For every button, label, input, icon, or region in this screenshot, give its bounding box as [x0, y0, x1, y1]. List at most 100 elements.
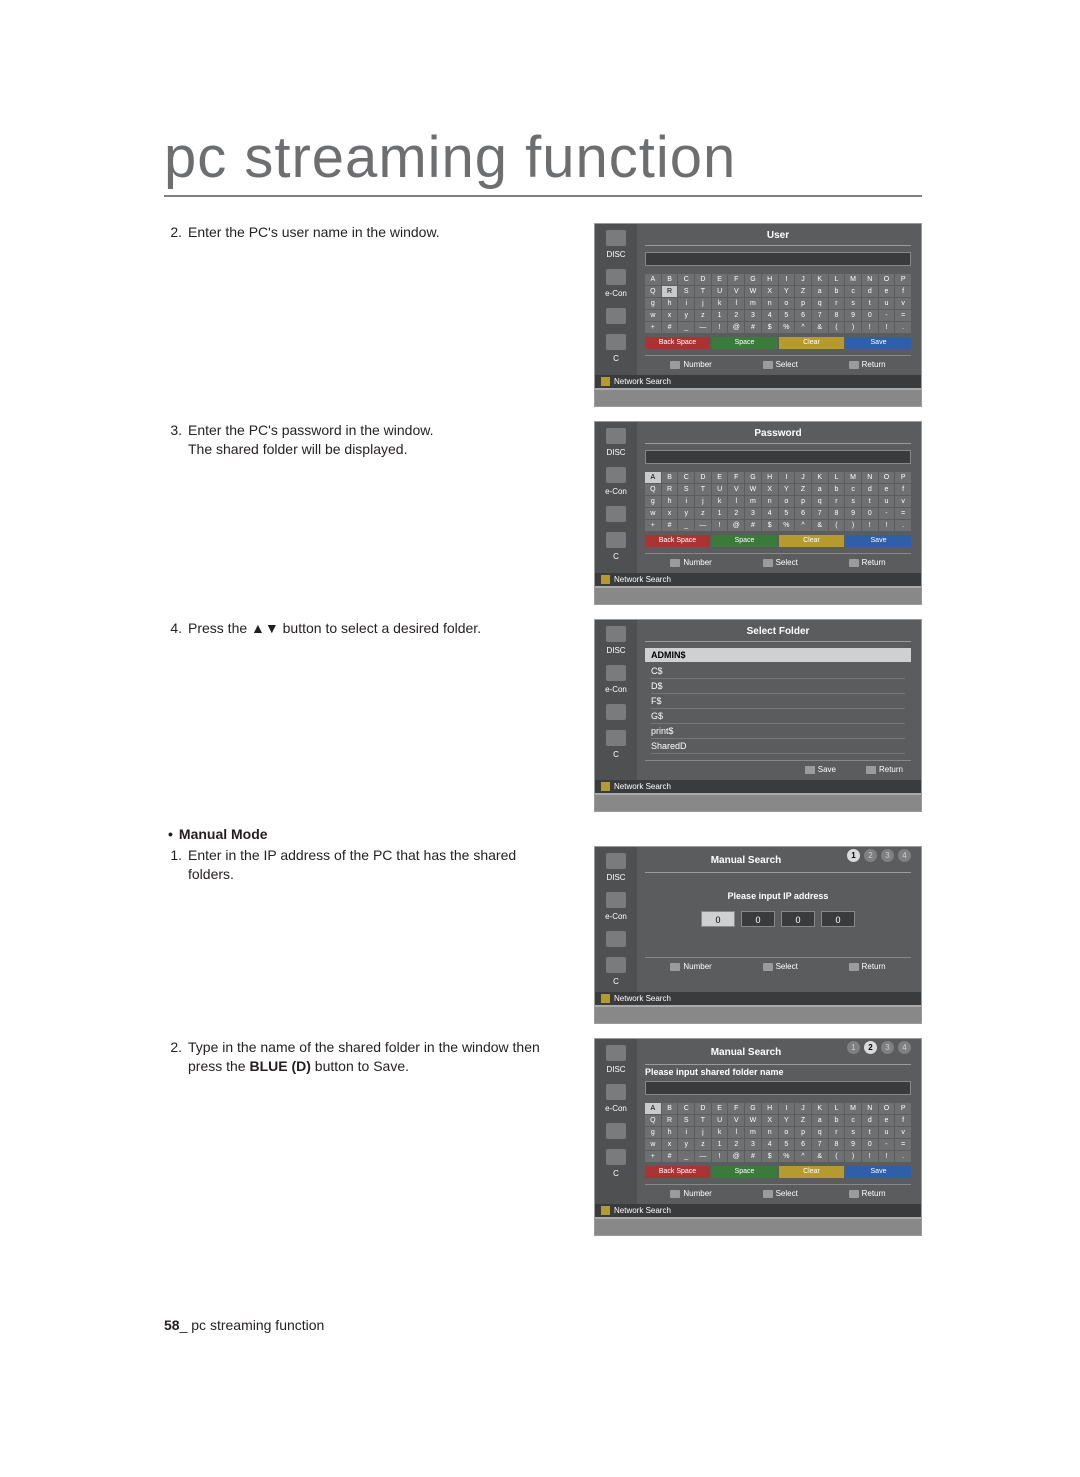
key: 3 — [745, 310, 761, 321]
key: E — [712, 1103, 728, 1114]
key: . — [895, 1151, 911, 1162]
key: f — [895, 484, 911, 495]
key: F — [728, 1103, 744, 1114]
key: X — [762, 1115, 778, 1126]
key: B — [662, 472, 678, 483]
key: g — [645, 1127, 661, 1138]
key: — — [695, 322, 711, 333]
key: & — [812, 1151, 828, 1162]
key: k — [712, 298, 728, 309]
screenshot-ip: DISC e-Con C Manual Search 1234 Please i… — [594, 846, 922, 1024]
key: S — [678, 484, 694, 495]
key: Q — [645, 484, 661, 495]
hint-bar: Number Select Return — [645, 957, 911, 973]
key: L — [829, 472, 845, 483]
step-indicator: 1234 — [847, 849, 911, 862]
onscreen-keyboard: ABCDEFGHIJKLMNOPQRSTUVWXYZabcdefghijklmn… — [645, 1103, 911, 1162]
key: o — [779, 298, 795, 309]
key: p — [795, 298, 811, 309]
key: N — [862, 1103, 878, 1114]
key: o — [779, 496, 795, 507]
c-icon — [606, 730, 626, 746]
key: C — [678, 274, 694, 285]
instruction-step: 1. Enter in the IP address of the PC tha… — [164, 846, 544, 884]
key: J — [795, 274, 811, 285]
save-key: Save — [846, 535, 911, 547]
key: 7 — [812, 1139, 828, 1150]
key: i — [678, 1127, 694, 1138]
folder-head: ADMIN$ — [645, 648, 911, 662]
key: s — [845, 496, 861, 507]
step-dot: 4 — [898, 849, 911, 862]
screenshot-password: DISC e-Con C Password ABCDEFGHIJKLMNOPQR… — [594, 421, 922, 605]
key: x — [662, 508, 678, 519]
econtent-icon — [606, 892, 626, 908]
key: a — [812, 484, 828, 495]
pc-icon — [606, 308, 626, 324]
key: 4 — [762, 508, 778, 519]
key: E — [712, 472, 728, 483]
key: 2 — [728, 1139, 744, 1150]
folder-item: SharedD — [651, 739, 905, 754]
ip-prompt: Please input IP address — [645, 891, 911, 901]
key: @ — [728, 1151, 744, 1162]
key: H — [762, 274, 778, 285]
key: Z — [795, 484, 811, 495]
clear-key: Clear — [779, 1166, 844, 1178]
footbar: Network Search — [595, 375, 921, 388]
hint-return: Return — [849, 1189, 886, 1198]
key: n — [762, 496, 778, 507]
key: u — [879, 496, 895, 507]
key: U — [712, 286, 728, 297]
key: m — [745, 298, 761, 309]
key: # — [662, 520, 678, 531]
key: j — [695, 298, 711, 309]
step-text: Type in the name of the shared folder in… — [188, 1038, 544, 1076]
key: f — [895, 286, 911, 297]
key: z — [695, 508, 711, 519]
key: O — [879, 1103, 895, 1114]
key: T — [695, 484, 711, 495]
key: ! — [879, 322, 895, 333]
key: l — [728, 496, 744, 507]
text-input — [645, 252, 911, 266]
key: X — [762, 484, 778, 495]
footbar: Network Search — [595, 992, 921, 1005]
key: h — [662, 1127, 678, 1138]
step-number: 2. — [164, 1038, 188, 1076]
keyboard-func-row: Back Space Space Clear Save — [645, 535, 911, 547]
key: r — [829, 496, 845, 507]
key: — — [695, 1151, 711, 1162]
key: L — [829, 274, 845, 285]
key: 8 — [829, 310, 845, 321]
key: m — [745, 1127, 761, 1138]
save-label: Save — [805, 765, 836, 774]
key: ^ — [795, 1151, 811, 1162]
key: 2 — [728, 508, 744, 519]
key: p — [795, 1127, 811, 1138]
key: 0 — [862, 310, 878, 321]
step-text: Enter in the IP address of the PC that h… — [188, 846, 544, 884]
key: c — [845, 286, 861, 297]
key: N — [862, 274, 878, 285]
panel-title: Select Folder — [645, 626, 911, 642]
hint-return: Return — [849, 558, 886, 567]
ip-octet: 0 — [781, 911, 815, 927]
key: W — [745, 1115, 761, 1126]
key: ^ — [795, 520, 811, 531]
key: 8 — [829, 508, 845, 519]
step-number: 3. — [164, 421, 188, 459]
key: R — [662, 484, 678, 495]
key: I — [779, 472, 795, 483]
key: - — [879, 1139, 895, 1150]
key: ( — [829, 322, 845, 333]
step-text: Press the ▲▼ button to select a desired … — [188, 619, 544, 638]
step-text: Enter the PC's password in the window. T… — [188, 421, 544, 459]
key: A — [645, 472, 661, 483]
key: & — [812, 520, 828, 531]
key: # — [745, 322, 761, 333]
key: % — [779, 520, 795, 531]
key: O — [879, 274, 895, 285]
backspace-key: Back Space — [645, 1166, 710, 1178]
key: e — [879, 286, 895, 297]
